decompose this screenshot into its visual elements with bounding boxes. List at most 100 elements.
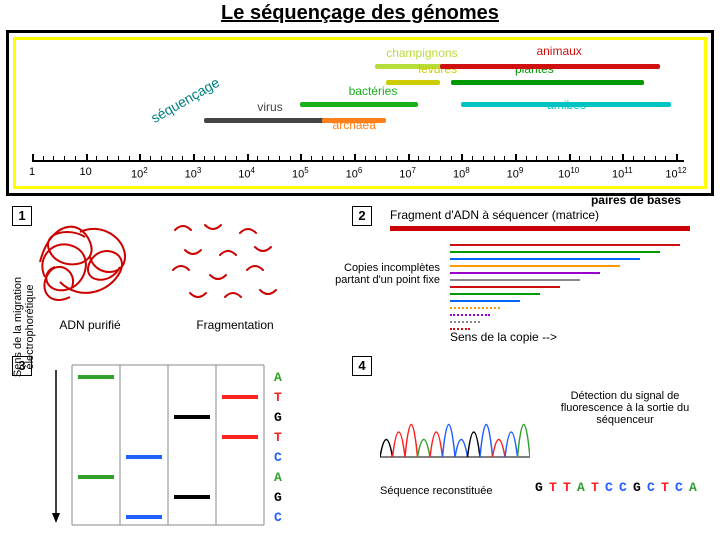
tick-minor	[579, 156, 580, 162]
tick-minor	[494, 156, 495, 162]
tick-major	[622, 154, 624, 162]
tick-minor	[268, 156, 269, 162]
tick-major	[408, 154, 410, 162]
seq-base: A	[577, 480, 585, 495]
axis-label: 1011	[612, 166, 633, 181]
svg-text:T: T	[274, 390, 282, 405]
tick-minor	[161, 156, 162, 162]
dna-tangle-svg	[30, 212, 150, 312]
seq-base: C	[605, 480, 613, 495]
label-bactéries: bactéries	[349, 84, 398, 98]
seq-base: T	[549, 480, 557, 495]
tick-minor	[504, 156, 505, 162]
copy-line	[450, 251, 660, 253]
tick-minor	[53, 156, 54, 162]
axis-label: 1012	[665, 166, 686, 181]
fragmentation-svg	[165, 215, 295, 315]
tick-minor	[375, 156, 376, 162]
tick-minor	[279, 156, 280, 162]
axis-line	[32, 160, 684, 162]
tick-minor	[418, 156, 419, 162]
tick-minor	[257, 156, 258, 162]
page-title: Le séquençage des génomes	[0, 2, 720, 25]
chromatogram-svg	[380, 375, 530, 465]
tick-major	[569, 154, 571, 162]
axis-label: 102	[131, 166, 148, 181]
bar-animaux	[440, 64, 660, 69]
tick-minor	[365, 156, 366, 162]
genome-scale-inner: séquençage virusbactériesarchaeachampign…	[13, 37, 707, 189]
tick-minor	[483, 156, 484, 162]
tick-minor	[536, 156, 537, 162]
tick-minor	[601, 156, 602, 162]
step-box-2: 2	[352, 206, 372, 226]
tick-minor	[451, 156, 452, 162]
axis-label: 109	[507, 166, 524, 181]
tick-major	[300, 154, 302, 162]
svg-text:T: T	[274, 430, 282, 445]
axis-label: 1	[29, 166, 35, 178]
tick-minor	[129, 156, 130, 162]
panel4-line1: Détection du signal de fluorescence à la…	[540, 390, 710, 426]
tick-major	[461, 154, 463, 162]
step-box-1: 1	[12, 206, 32, 226]
label-champignons: champignons	[386, 46, 457, 60]
copy-line-dotted	[450, 321, 480, 323]
panel4-line2: Séquence reconstituée	[380, 485, 530, 497]
tick-minor	[236, 156, 237, 162]
axis-caption: paires de bases	[591, 193, 681, 207]
tick-minor	[558, 156, 559, 162]
seq-base: T	[591, 480, 599, 495]
seq-base: C	[675, 480, 683, 495]
panel2-sub: Copies incomplètes partant d'un point fi…	[330, 262, 440, 286]
copy-line	[450, 279, 580, 281]
tick-minor	[343, 156, 344, 162]
svg-text:A: A	[274, 470, 282, 485]
copy-line	[450, 258, 640, 260]
cap-adn-purifie: ADN purifié	[40, 318, 140, 332]
tick-minor	[655, 156, 656, 162]
axis-label: 107	[399, 166, 416, 181]
panel2-title: Fragment d'ADN à séquencer (matrice)	[390, 208, 690, 222]
tick-minor	[118, 156, 119, 162]
label-virus: virus	[257, 100, 282, 114]
label-amibes: amibes	[547, 98, 586, 112]
genome-scale-panel: séquençage virusbactériesarchaeachampign…	[6, 30, 714, 196]
axis-label: 106	[346, 166, 363, 181]
copy-line	[450, 300, 520, 302]
axis-label: 108	[453, 166, 470, 181]
tick-minor	[107, 156, 108, 162]
seq-base: C	[619, 480, 627, 495]
tick-major	[247, 154, 249, 162]
tick-major	[193, 154, 195, 162]
svg-text:G: G	[274, 410, 282, 425]
bar-plantes	[451, 80, 644, 85]
seq-base: T	[563, 480, 571, 495]
tick-minor	[172, 156, 173, 162]
panel2-arrow: Sens de la copie -->	[450, 330, 650, 344]
log-axis: 110102103104105106107108109101010111012	[32, 160, 684, 182]
copy-line	[450, 244, 680, 246]
axis-label: 10	[80, 166, 92, 178]
tick-minor	[397, 156, 398, 162]
tick-minor	[429, 156, 430, 162]
tick-minor	[214, 156, 215, 162]
axis-label: 103	[185, 166, 202, 181]
tick-minor	[75, 156, 76, 162]
tick-minor	[322, 156, 323, 162]
tick-minor	[311, 156, 312, 162]
tick-minor	[64, 156, 65, 162]
seq-base: T	[661, 480, 669, 495]
tick-minor	[472, 156, 473, 162]
tick-minor	[612, 156, 613, 162]
tick-major	[515, 154, 517, 162]
tick-minor	[665, 156, 666, 162]
bar-bactéries	[300, 102, 418, 107]
tick-minor	[96, 156, 97, 162]
label-archaea: archaea	[333, 118, 376, 132]
seq-base: G	[633, 480, 641, 495]
cap-fragmentation: Fragmentation	[175, 318, 295, 332]
tick-minor	[182, 156, 183, 162]
axis-label: 1010	[558, 166, 579, 181]
tick-minor	[590, 156, 591, 162]
